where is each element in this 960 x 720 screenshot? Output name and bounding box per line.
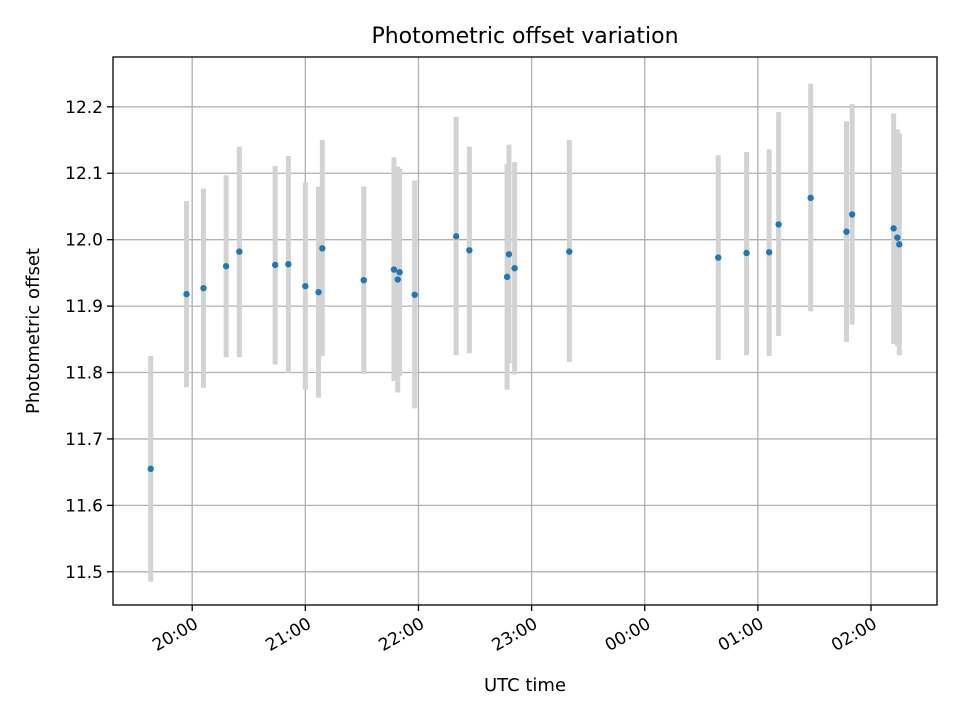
data-point <box>390 266 398 273</box>
grid-lines <box>113 57 937 605</box>
data-point <box>765 249 773 256</box>
data-point <box>236 248 243 255</box>
data-point <box>394 276 401 283</box>
data-point <box>302 282 309 290</box>
data-point <box>466 247 473 254</box>
data-point <box>411 291 418 298</box>
data-point <box>566 248 573 255</box>
y-axis-label: Photometric offset <box>23 248 44 414</box>
data-point <box>452 233 460 240</box>
data-point <box>896 241 903 248</box>
data-point <box>743 249 750 257</box>
data-point <box>848 211 856 218</box>
y-tick-label: 11.9 <box>65 297 103 317</box>
data-point <box>894 234 901 241</box>
chart-title: Photometric offset variation <box>371 24 678 49</box>
data-point <box>271 261 279 269</box>
data-points <box>147 194 903 473</box>
data-point <box>775 221 782 228</box>
data-point <box>807 194 814 202</box>
y-tick-label: 11.6 <box>65 496 103 516</box>
data-point <box>200 284 207 292</box>
y-tick-label: 12.2 <box>65 98 103 118</box>
data-point <box>890 225 897 232</box>
y-tick-label: 12.0 <box>65 231 103 251</box>
x-axis-label: UTC time <box>484 675 566 696</box>
data-point <box>147 465 154 473</box>
y-tick-label: 11.7 <box>65 430 103 450</box>
data-point <box>715 254 722 261</box>
data-point <box>511 265 518 272</box>
y-tick-label: 12.1 <box>65 164 103 184</box>
data-point <box>319 245 326 252</box>
data-point <box>505 251 513 258</box>
plot-frame <box>112 56 938 606</box>
data-point <box>315 288 322 296</box>
y-tick-label: 11.8 <box>65 364 103 384</box>
data-point <box>396 269 403 276</box>
y-axis: 11.5 11.6 11.7 11.8 11.9 12.0 12.1 12.2 <box>65 98 113 583</box>
data-point <box>285 261 292 268</box>
data-point <box>183 290 190 298</box>
data-point <box>843 228 850 235</box>
y-tick-label: 11.5 <box>65 563 103 583</box>
data-point <box>503 273 511 281</box>
data-point <box>222 263 230 270</box>
data-point <box>360 276 367 284</box>
